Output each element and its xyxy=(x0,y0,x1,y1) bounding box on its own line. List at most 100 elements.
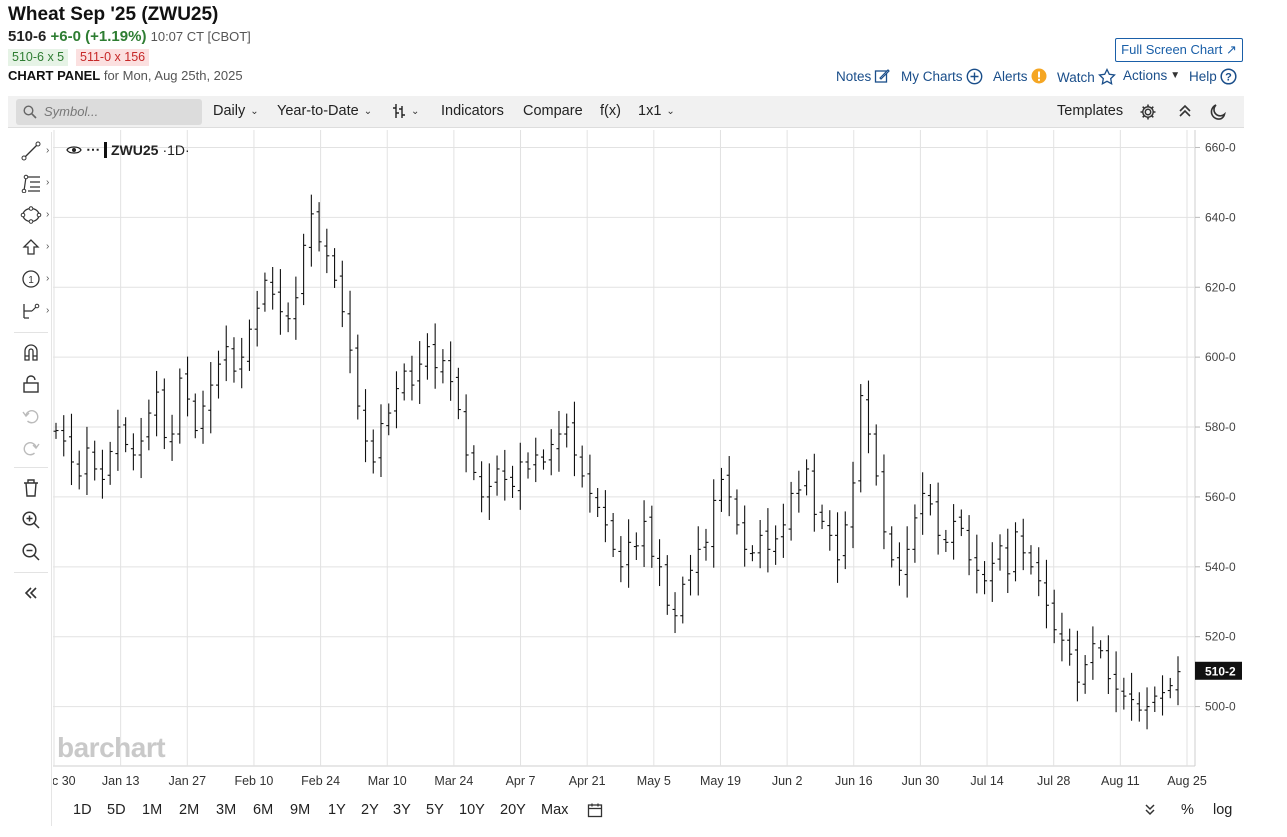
symbol-search-input[interactable]: Symbol... xyxy=(16,99,202,125)
ohlc-bar xyxy=(223,325,229,382)
x-tick-label: Apr 7 xyxy=(506,774,536,788)
full-screen-button[interactable]: Full Screen Chart ↗ xyxy=(1115,38,1243,62)
actions-menu[interactable]: Actions ▼ xyxy=(1123,68,1180,83)
x-tick-label: c 30 xyxy=(53,774,76,788)
last-price-tag-box xyxy=(1195,661,1242,680)
ohlc-bar xyxy=(811,453,817,532)
x-tick-label: Mar 10 xyxy=(368,774,407,788)
alerts-link[interactable]: Alerts xyxy=(993,68,1047,84)
dark-mode-button[interactable] xyxy=(1209,103,1227,121)
percent-toggle[interactable]: % xyxy=(1181,802,1194,818)
collapse-sidebar-button[interactable] xyxy=(20,582,42,604)
chevron-right-icon[interactable]: › xyxy=(46,273,50,284)
compare-button[interactable]: Compare xyxy=(523,103,583,119)
ohlc-bar xyxy=(695,526,701,596)
ohlc-bar xyxy=(579,445,585,488)
date-range-picker[interactable] xyxy=(587,802,603,822)
range-button-2y[interactable]: 2Y xyxy=(361,802,379,818)
eye-icon[interactable] xyxy=(66,144,82,156)
ohlc-bar xyxy=(726,456,732,517)
help-link[interactable]: Help ? xyxy=(1189,68,1237,85)
annotation-tool[interactable]: 1 xyxy=(20,268,42,290)
range-button-1d[interactable]: 1D xyxy=(73,802,92,818)
ohlc-bar xyxy=(185,356,191,417)
zoom-out-button[interactable] xyxy=(20,541,42,563)
ohlc-bar xyxy=(61,415,67,457)
function-button[interactable]: f(x) xyxy=(600,103,621,119)
ohlc-bar xyxy=(130,433,136,471)
chevron-right-icon[interactable]: › xyxy=(46,305,50,316)
range-button-2m[interactable]: 2M xyxy=(179,802,200,818)
measure-tool[interactable] xyxy=(20,300,42,322)
chart-grid xyxy=(53,130,1196,767)
range-button-20y[interactable]: 20Y xyxy=(500,802,526,818)
ohlc-bar xyxy=(1129,672,1135,721)
price-chart[interactable]: 660-0 640-0 620-0 600-0 580-0 560-0 540-0 520-0… xyxy=(53,130,1244,795)
templates-button[interactable]: Templates xyxy=(1057,103,1124,119)
ohlc-bar xyxy=(858,384,864,493)
x-tick-label: May 5 xyxy=(637,774,671,788)
ohlc-bar xyxy=(556,410,562,472)
ohlc-bar xyxy=(881,454,887,550)
pencil-icon xyxy=(875,69,891,83)
ohlc-bar xyxy=(246,319,252,371)
ohlc-bar xyxy=(161,378,167,450)
interval-dropdown[interactable]: Daily ⌄ xyxy=(213,103,259,119)
ohlc-bar xyxy=(773,525,779,565)
fib-tool[interactable] xyxy=(20,172,42,194)
ohlc-bar xyxy=(293,276,299,340)
range-button-max[interactable]: Max xyxy=(541,802,569,818)
redo-button[interactable] xyxy=(20,437,42,459)
undo-button[interactable] xyxy=(20,405,42,427)
expand-range-button[interactable] xyxy=(1144,802,1156,820)
chevron-right-icon[interactable]: › xyxy=(46,209,50,220)
fibonacci-icon xyxy=(21,174,40,193)
ohlc-bar xyxy=(912,504,918,563)
range-button-5y[interactable]: 5Y xyxy=(426,802,444,818)
barchart-logo: barchart xyxy=(57,732,166,763)
ohlc-bar xyxy=(84,426,90,496)
range-button-6m[interactable]: 6M xyxy=(253,802,274,818)
range-button-1m[interactable]: 1M xyxy=(142,802,163,818)
log-toggle[interactable]: log xyxy=(1213,802,1233,818)
magnet-button[interactable] xyxy=(20,341,42,363)
trendline-tool[interactable] xyxy=(20,140,42,162)
actions-label: Actions xyxy=(1123,68,1168,83)
search-icon xyxy=(23,105,37,119)
ohlc-bar xyxy=(1074,630,1080,702)
zoom-in-button[interactable] xyxy=(20,509,42,531)
settings-button[interactable] xyxy=(1139,103,1157,121)
collapse-header-button[interactable] xyxy=(1178,103,1192,119)
range-button-9m[interactable]: 9M xyxy=(290,802,311,818)
ohlc-bar xyxy=(835,512,841,583)
ohlc-bar xyxy=(649,505,655,568)
notes-label: Notes xyxy=(836,68,872,84)
arrow-tool[interactable] xyxy=(20,236,42,258)
watch-link[interactable]: Watch xyxy=(1057,68,1116,86)
layout-dropdown[interactable]: 1x1 ⌄ xyxy=(638,103,675,119)
range-button-10y[interactable]: 10Y xyxy=(459,802,485,818)
chart-type-dropdown[interactable]: ⌄ xyxy=(392,103,419,119)
chart-legend[interactable]: ⋯ ZWU25 ·1D· xyxy=(66,141,190,158)
last-price-tag-label: 510-2 xyxy=(1205,664,1236,678)
indicators-button[interactable]: Indicators xyxy=(441,103,504,119)
chevron-right-icon[interactable]: › xyxy=(46,145,50,156)
unlock-icon xyxy=(23,375,39,393)
range-button-1y[interactable]: 1Y xyxy=(328,802,346,818)
notes-link[interactable]: Notes xyxy=(836,68,891,84)
range-dropdown[interactable]: Year-to-Date ⌄ xyxy=(277,103,372,119)
range-button-3y[interactable]: 3Y xyxy=(393,802,411,818)
legend-interval: ·1D· xyxy=(162,141,190,158)
range-button-3m[interactable]: 3M xyxy=(216,802,237,818)
chevron-right-icon[interactable]: › xyxy=(46,241,50,252)
chevron-right-icon[interactable]: › xyxy=(46,177,50,188)
watch-label: Watch xyxy=(1057,69,1095,85)
delete-button[interactable] xyxy=(20,477,42,499)
more-icon[interactable]: ⋯ xyxy=(86,141,100,157)
lock-button[interactable] xyxy=(20,373,42,395)
shape-tool[interactable] xyxy=(20,204,42,226)
numbered-circle-icon: 1 xyxy=(22,270,40,288)
my-charts-link[interactable]: My Charts xyxy=(901,68,983,85)
ohlc-bar xyxy=(432,323,438,389)
range-button-5d[interactable]: 5D xyxy=(107,802,126,818)
